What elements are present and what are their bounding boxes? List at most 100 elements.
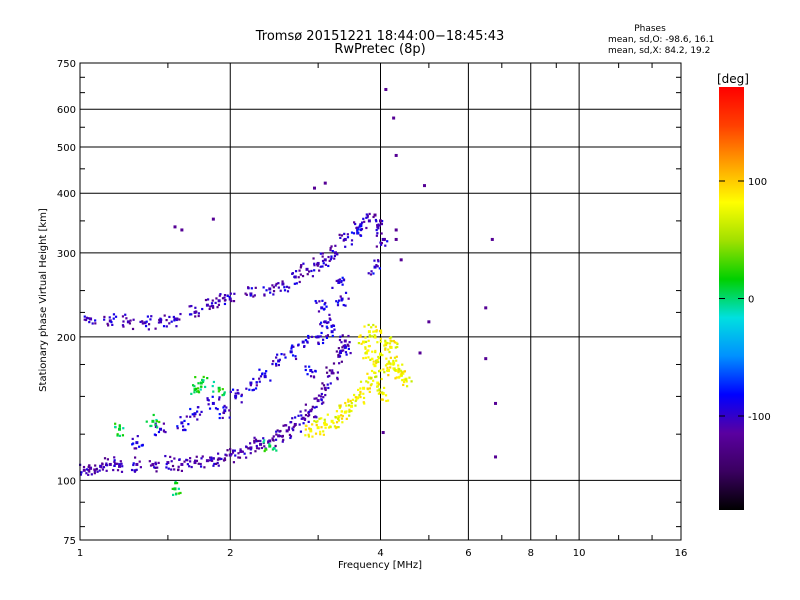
data-point <box>272 290 276 293</box>
data-point <box>218 294 221 297</box>
data-point <box>212 390 215 393</box>
data-point <box>168 322 171 325</box>
data-point <box>282 424 285 427</box>
data-point <box>326 383 329 386</box>
data-point <box>281 280 284 283</box>
data-point <box>290 347 293 350</box>
data-point <box>321 341 325 345</box>
data-point <box>165 466 168 469</box>
data-point <box>249 381 253 385</box>
data-point <box>257 447 261 450</box>
data-point <box>374 336 377 339</box>
data-point <box>228 295 231 299</box>
data-point <box>330 330 334 334</box>
data-point <box>404 378 407 381</box>
data-point <box>263 445 266 448</box>
data-point <box>238 456 242 459</box>
data-point <box>315 336 318 339</box>
data-point <box>179 416 182 419</box>
data-point <box>374 330 377 333</box>
data-point <box>371 357 374 361</box>
data-point <box>386 366 389 369</box>
data-point <box>83 315 86 318</box>
data-point <box>340 414 343 417</box>
data-point <box>178 318 181 321</box>
data-point <box>365 226 368 230</box>
data-point <box>211 401 215 405</box>
data-point <box>375 385 379 388</box>
data-point <box>261 372 264 375</box>
data-point <box>173 317 177 321</box>
data-point <box>234 454 237 457</box>
data-point <box>341 334 344 337</box>
data-point <box>243 452 246 455</box>
data-point <box>105 462 108 465</box>
data-point <box>157 321 161 324</box>
data-point <box>271 448 274 451</box>
data-point <box>331 286 334 289</box>
data-point <box>113 464 116 467</box>
data-point <box>252 377 255 381</box>
data-point <box>389 345 392 348</box>
data-point <box>340 417 344 420</box>
data-point <box>379 369 382 372</box>
data-point <box>216 408 219 411</box>
data-point <box>319 335 322 338</box>
data-point <box>173 457 176 460</box>
data-point <box>272 435 275 438</box>
data-point <box>367 356 370 359</box>
data-point <box>306 373 309 376</box>
data-point <box>201 307 204 311</box>
data-point <box>194 376 197 379</box>
data-point <box>490 237 494 241</box>
data-point <box>193 461 197 465</box>
data-point <box>353 393 356 397</box>
data-point <box>300 264 303 267</box>
data-point <box>350 409 353 413</box>
data-point <box>367 219 371 223</box>
data-point <box>216 306 219 309</box>
data-point <box>348 414 351 417</box>
data-point <box>340 349 343 353</box>
data-point <box>395 376 398 379</box>
data-point <box>370 383 373 386</box>
data-point <box>389 356 392 359</box>
data-point <box>381 354 384 357</box>
data-point <box>337 299 341 302</box>
data-point <box>316 399 320 403</box>
data-point <box>116 434 119 437</box>
data-point <box>375 329 378 332</box>
data-point <box>349 399 352 403</box>
data-point <box>93 472 96 475</box>
data-point <box>373 334 376 337</box>
data-point <box>370 326 373 329</box>
data-point <box>335 426 338 429</box>
data-point <box>323 258 327 262</box>
data-point <box>293 275 296 278</box>
data-point <box>319 433 322 436</box>
data-point <box>259 442 263 446</box>
data-point <box>131 327 135 331</box>
data-point <box>194 306 197 309</box>
data-point <box>249 292 253 296</box>
data-point <box>217 464 220 467</box>
data-point <box>213 462 216 466</box>
data-point <box>146 315 149 318</box>
data-point <box>320 387 323 390</box>
data-point <box>392 361 396 365</box>
data-point <box>312 257 315 260</box>
data-point <box>94 319 97 322</box>
data-point <box>133 456 137 459</box>
data-point <box>319 430 322 433</box>
data-point <box>292 345 295 348</box>
data-point <box>199 462 202 466</box>
data-point <box>94 322 97 325</box>
data-point <box>359 335 362 338</box>
x-tick-label: 4 <box>377 548 383 559</box>
data-point <box>249 384 252 387</box>
data-point <box>311 275 315 278</box>
data-point <box>291 344 294 347</box>
data-point <box>223 299 227 302</box>
data-point <box>189 460 192 463</box>
data-point <box>335 350 338 353</box>
